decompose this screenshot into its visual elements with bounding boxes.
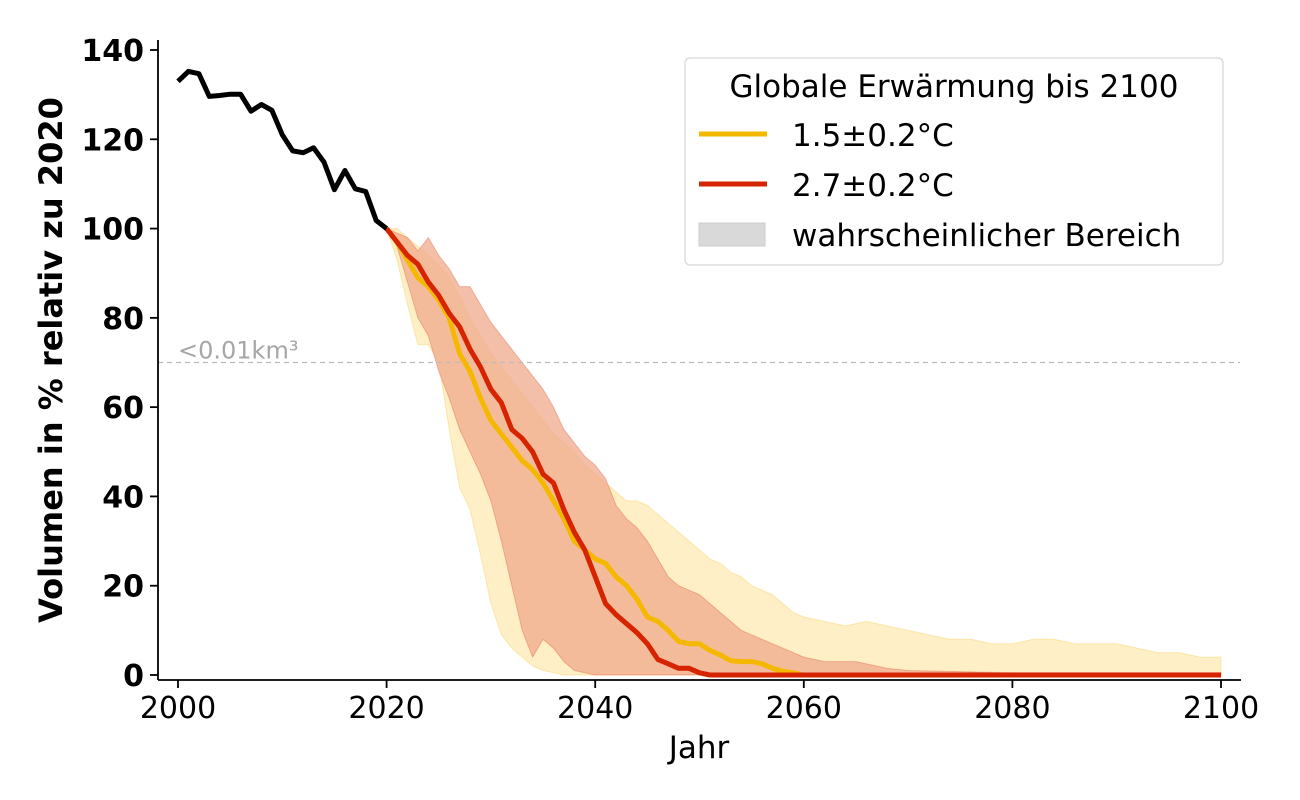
uncertainty-bands [385, 227, 1222, 676]
y-tick-label: 80 [102, 302, 144, 337]
x-tick-label: 2000 [140, 691, 216, 726]
y-tick-label: 60 [102, 391, 144, 426]
y-tick-label: 100 [81, 213, 144, 248]
x-tick-label: 2040 [557, 691, 633, 726]
line-1-5-0-2-C [384, 227, 1221, 678]
x-tick-label: 2080 [974, 691, 1050, 726]
legend-title: Globale Erwärmung bis 2100 [730, 69, 1179, 105]
series-lines [176, 68, 1221, 678]
x-tick-label: 2100 [1183, 691, 1259, 726]
historical-line [176, 68, 389, 231]
legend-label-range: wahrscheinlicher Bereich [792, 218, 1181, 254]
legend-swatch-range [698, 222, 766, 247]
reference-line-label: <0.01km³ [178, 337, 298, 365]
y-tick-label: 0 [123, 659, 144, 694]
x-tick-label: 2020 [348, 691, 424, 726]
legend-label-2-7: 2.7±0.2°C [792, 168, 954, 204]
y-tick-label: 20 [102, 570, 144, 605]
y-axis-ticks: 0 20 40 60 80 100 120 140 [81, 34, 158, 694]
x-tick-label: 2060 [766, 691, 842, 726]
x-axis-ticks: 2000 2020 2040 2060 2080 2100 [140, 680, 1259, 726]
y-axis-label: Volumen in % relativ zu 2020 [32, 97, 70, 623]
y-tick-label: 40 [102, 480, 144, 515]
y-tick-label: 120 [81, 123, 144, 158]
legend: Globale Erwärmung bis 2100 1.5±0.2°C 2.7… [684, 57, 1224, 266]
y-tick-label: 140 [81, 34, 144, 69]
line-2-7-0-2-C [384, 227, 1221, 678]
x-axis-label: Jahr [667, 730, 730, 766]
legend-box [684, 57, 1224, 266]
legend-label-1-5: 1.5±0.2°C [792, 118, 954, 154]
